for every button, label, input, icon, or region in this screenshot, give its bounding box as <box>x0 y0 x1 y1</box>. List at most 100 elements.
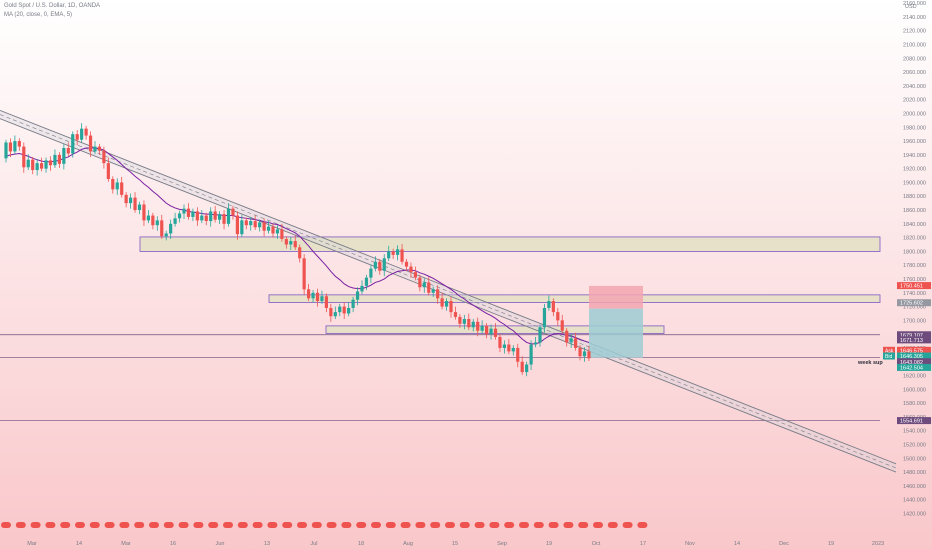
y-tick-label: 1460.000 <box>903 484 926 490</box>
candle-body <box>53 154 57 166</box>
candle-body <box>493 328 498 337</box>
y-tick-label: 1420.000 <box>903 511 926 517</box>
y-tick-label: 2020.000 <box>903 98 926 104</box>
event-marker <box>1 522 11 528</box>
candle-body <box>191 211 195 217</box>
candle-body <box>4 142 8 159</box>
price-tag-prefix-bg <box>883 346 895 354</box>
x-tick-label: Sep <box>497 541 507 547</box>
ma-indicator-label: MA (20, close, 0, EMA, 5) <box>4 11 73 18</box>
price-tag-bg <box>897 331 931 339</box>
y-tick-label: 1500.000 <box>903 456 926 462</box>
price-tag-bg <box>897 299 931 307</box>
event-marker <box>430 522 441 528</box>
candle-body <box>378 261 382 271</box>
candle-body <box>137 204 142 211</box>
candle-body <box>476 321 480 331</box>
candle-body <box>177 213 182 219</box>
candle-body <box>195 211 199 221</box>
candle-body <box>355 291 360 300</box>
candle-body <box>266 226 271 231</box>
y-tick-label: 1960.000 <box>903 139 926 145</box>
event-marker <box>326 522 337 528</box>
candle-body <box>106 163 110 180</box>
candle-body <box>298 247 302 259</box>
event-marker <box>282 522 293 528</box>
price-tag-label: 1646.305 <box>900 354 923 360</box>
candle-body <box>382 258 386 271</box>
y-tick-label: 1740.000 <box>903 291 926 297</box>
y-tick-label: 1580.000 <box>903 401 926 407</box>
candle-body <box>13 141 17 152</box>
candle-body <box>129 197 133 204</box>
event-marker <box>223 522 233 528</box>
candle-body <box>31 159 35 171</box>
event-marker <box>45 522 56 528</box>
candle-body <box>507 344 511 352</box>
event-marker <box>637 522 648 528</box>
x-tick-label: Jun <box>216 541 225 547</box>
price-tag-label: 1679.107 <box>900 333 923 339</box>
candle-body <box>57 154 61 164</box>
x-tick-label: 19 <box>546 541 552 547</box>
event-marker <box>400 522 411 528</box>
candle-body <box>48 160 53 166</box>
x-tick-label: Aug <box>403 541 413 547</box>
event-marker <box>489 522 500 528</box>
candle-body <box>409 266 413 273</box>
candle-body <box>280 229 284 240</box>
candle-body <box>538 327 542 343</box>
candle-body <box>218 214 222 220</box>
x-tick-label: Nov <box>685 541 695 547</box>
candle-body <box>569 338 573 343</box>
candle-body <box>324 296 328 308</box>
candle-body <box>422 282 426 288</box>
candle-body <box>186 208 191 217</box>
y-tick-label: 1480.000 <box>903 470 926 476</box>
candle-body <box>342 306 346 314</box>
event-marker <box>371 522 381 528</box>
candle-body <box>249 221 253 226</box>
candle-body <box>351 299 355 308</box>
event-marker <box>178 522 189 528</box>
event-marker <box>341 522 352 528</box>
price-tag-label: 1671.713 <box>900 338 923 344</box>
candle-body <box>453 312 458 317</box>
candle-body <box>124 194 128 204</box>
event-marker <box>163 522 174 528</box>
event-marker <box>104 522 115 528</box>
price-tag-bg <box>897 346 931 354</box>
candle-body <box>471 321 475 328</box>
price-tag-label: 1643.082 <box>900 360 923 366</box>
event-marker <box>459 522 470 528</box>
ema-line <box>5 147 590 345</box>
candle-body <box>485 325 489 335</box>
candle-body <box>284 239 288 245</box>
candle-body <box>565 330 569 343</box>
chart-legend: Gold Spot / U.S. Dollar, 1D, OANDA MA (2… <box>4 2 100 19</box>
event-marker <box>622 522 633 528</box>
candle-body <box>182 208 186 214</box>
event-marker <box>311 522 322 528</box>
candle-body <box>71 134 75 154</box>
candle-body <box>520 361 524 373</box>
y-tick-label: 2160.000 <box>903 1 926 7</box>
price-tag-prefix: Bid <box>885 354 892 360</box>
position-target-zone <box>589 308 643 358</box>
candle-body <box>467 318 471 328</box>
x-tick-label: Mar <box>121 541 131 547</box>
candle-body <box>88 135 93 152</box>
price-tag-bg <box>897 282 931 290</box>
candle-body <box>40 163 44 169</box>
candle-body <box>498 336 502 348</box>
candle-body <box>160 220 164 237</box>
x-tick-label: 14 <box>76 541 82 547</box>
x-tick-label: 19 <box>828 541 834 547</box>
candle-body <box>516 347 520 362</box>
y-tick-label: 1880.000 <box>903 194 926 200</box>
candle-body <box>556 312 560 321</box>
event-marker <box>504 522 515 528</box>
candle-body <box>436 289 440 299</box>
candle-body <box>155 220 159 226</box>
